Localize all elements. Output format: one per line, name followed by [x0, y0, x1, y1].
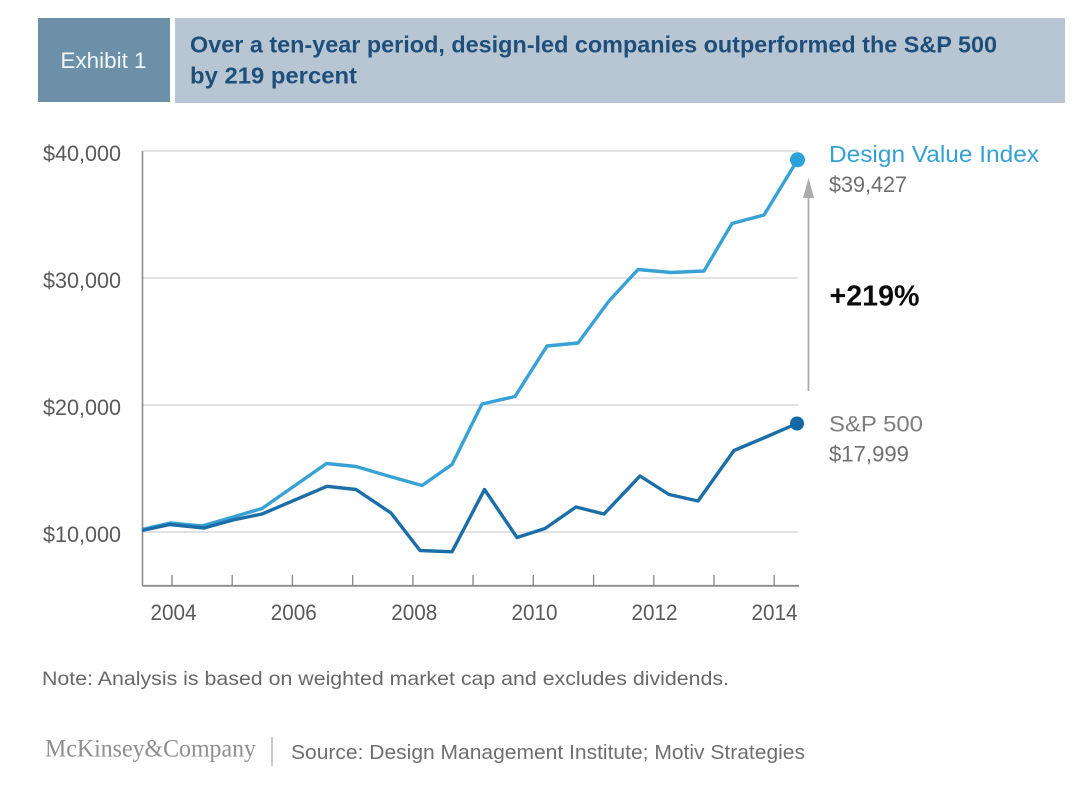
svg-text:by 219 percent: by 219 percent — [190, 63, 357, 89]
svg-text:McKinsey&Company: McKinsey&Company — [45, 734, 256, 763]
svg-text:S&P 500: S&P 500 — [829, 412, 923, 437]
svg-text:Source: Design Management Inst: Source: Design Management Institute; Mot… — [291, 741, 805, 764]
svg-text:$39,427: $39,427 — [829, 172, 907, 197]
svg-text:+219%: +219% — [830, 281, 920, 313]
svg-text:2014: 2014 — [752, 600, 798, 625]
svg-text:$40,000: $40,000 — [43, 141, 121, 166]
svg-text:$10,000: $10,000 — [43, 522, 121, 547]
svg-text:Design Value Index: Design Value Index — [829, 141, 1039, 167]
svg-text:$20,000: $20,000 — [43, 395, 121, 420]
svg-text:2006: 2006 — [271, 600, 317, 625]
svg-text:Note: Analysis is based on wei: Note: Analysis is based on weighted mark… — [42, 668, 729, 690]
svg-text:Exhibit 1: Exhibit 1 — [61, 48, 147, 73]
svg-text:$30,000: $30,000 — [43, 268, 121, 293]
svg-text:Over a ten-year period, design: Over a ten-year period, design-led compa… — [190, 32, 997, 58]
svg-text:2004: 2004 — [151, 600, 197, 625]
svg-text:2012: 2012 — [632, 600, 678, 625]
svg-text:$17,999: $17,999 — [829, 442, 909, 467]
svg-text:2008: 2008 — [391, 600, 437, 625]
svg-text:2010: 2010 — [512, 600, 558, 625]
